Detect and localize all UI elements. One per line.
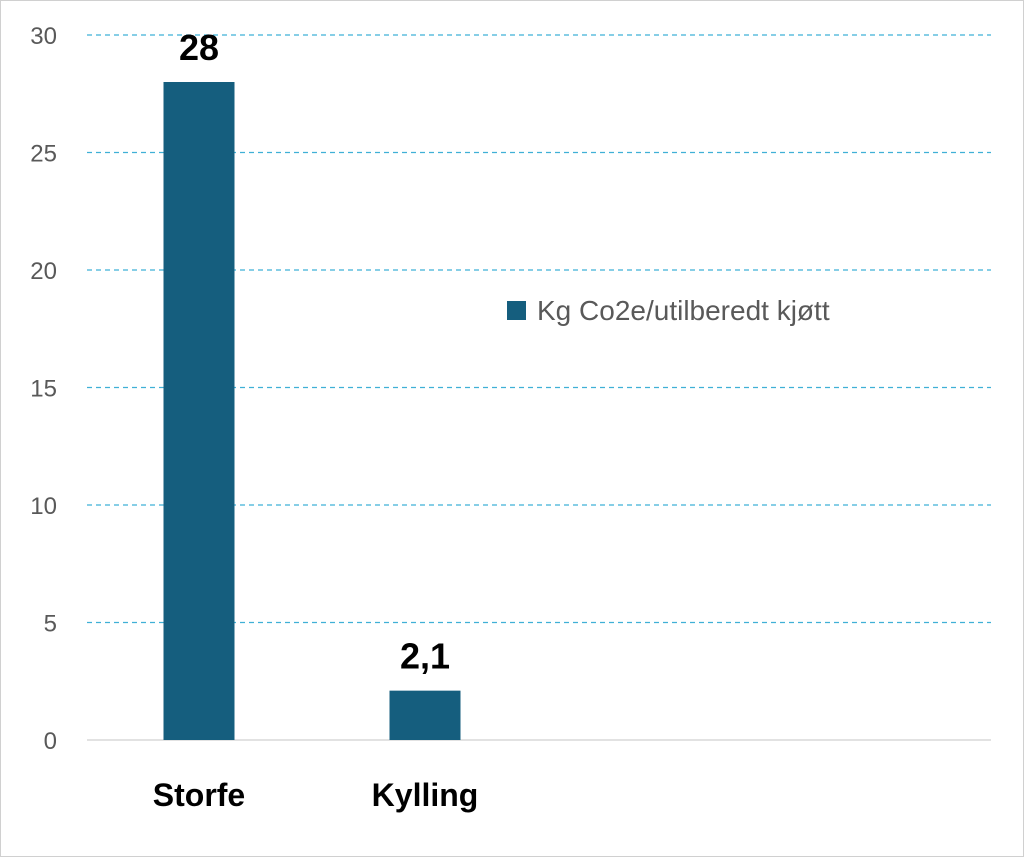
bar-storfe — [163, 82, 235, 740]
x-category-label: Kylling — [372, 777, 479, 813]
y-tick-label: 5 — [44, 611, 57, 638]
y-tick-label: 25 — [30, 141, 57, 168]
data-label: 28 — [179, 27, 219, 68]
data-label: 2,1 — [400, 636, 450, 677]
legend-swatch — [507, 301, 526, 320]
legend: Kg Co2e/utilberedt kjøtt — [507, 295, 830, 326]
data-labels: 282,1 — [179, 27, 450, 677]
gridlines — [87, 34, 991, 624]
y-tick-label: 0 — [44, 728, 57, 755]
y-tick-label: 10 — [30, 493, 57, 520]
y-axis-ticks: 0 5 10 15 20 25 30 — [30, 23, 57, 755]
legend-label: Kg Co2e/utilberedt kjøtt — [537, 295, 830, 326]
bar-kylling — [389, 690, 461, 740]
bars — [163, 82, 461, 740]
x-axis-categories: Storfe Kylling — [153, 777, 479, 813]
x-category-label: Storfe — [153, 777, 245, 813]
y-tick-label: 30 — [30, 23, 57, 50]
y-tick-label: 20 — [30, 258, 57, 285]
y-tick-label: 15 — [30, 376, 57, 403]
